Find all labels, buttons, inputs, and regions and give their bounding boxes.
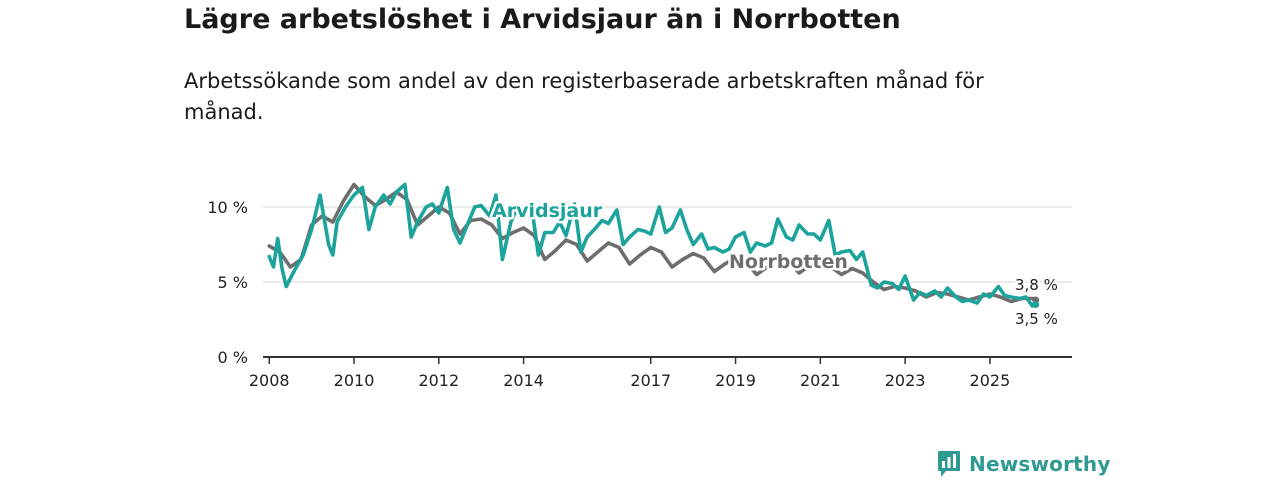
chart-subtitle: Arbetssökande som andel av den registerb… bbox=[184, 69, 984, 124]
series-endpoint-arvidsjaur bbox=[1032, 301, 1040, 308]
brand-name: Newsworthy bbox=[969, 452, 1111, 476]
series-line-arvidsjaur bbox=[267, 182, 1038, 308]
x-tick-label-5: 2019 bbox=[715, 371, 756, 390]
x-tick-label-1: 2010 bbox=[334, 371, 375, 390]
gridlines bbox=[263, 206, 1072, 358]
newsworthy-logo: Newsworthy bbox=[937, 448, 1111, 480]
end-value-label-arvidsjaur: 3,5 % bbox=[1015, 310, 1058, 328]
x-tick-label-2: 2012 bbox=[418, 371, 459, 390]
y-axis-ticks: 0 % 5 % 10 % bbox=[207, 198, 248, 367]
series-name-label-arvidsjaur: Arvidsjaur bbox=[492, 200, 603, 222]
x-tick-label-0: 2008 bbox=[249, 371, 290, 390]
end-value-label-norrbotten: 3,8 % bbox=[1015, 276, 1058, 294]
chart-title: Lägre arbetslöshet i Arvidsjaur än i Nor… bbox=[184, 4, 901, 35]
series-labels: Arvidsjaur Norrbotten 3,8 % 3,5 % bbox=[490, 198, 1060, 331]
x-tick-label-8: 2025 bbox=[970, 371, 1011, 390]
x-tick-label-6: 2021 bbox=[800, 371, 841, 390]
x-tick-label-4: 2017 bbox=[630, 371, 671, 390]
x-tick-label-3: 2014 bbox=[503, 371, 544, 390]
x-tick-label-7: 2023 bbox=[885, 371, 926, 390]
y-tick-label-0: 0 % bbox=[218, 348, 248, 367]
x-axis-ticks: 2008 2010 2012 2014 2017 2019 2021 2023 2025 bbox=[249, 357, 1010, 390]
y-tick-label-2: 10 % bbox=[207, 198, 248, 217]
y-tick-label-1: 5 % bbox=[218, 273, 248, 292]
bar-chart-logo-icon bbox=[938, 451, 960, 477]
series-lines bbox=[267, 182, 1040, 308]
series-name-label-norrbotten: Norrbotten bbox=[729, 251, 848, 273]
series-line-norrbotten bbox=[267, 182, 1038, 304]
